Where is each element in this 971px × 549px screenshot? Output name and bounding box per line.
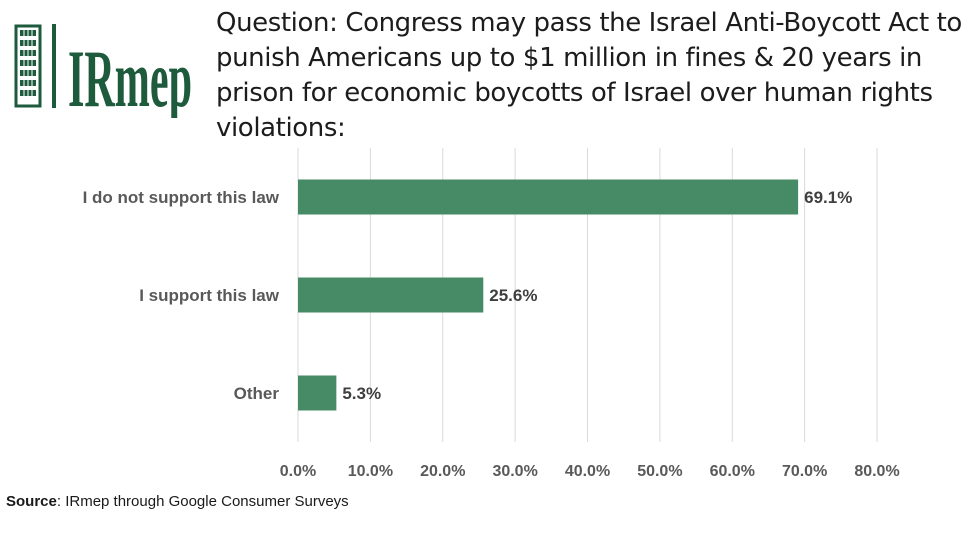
x-tick-label: 10.0%: [348, 463, 393, 480]
x-tick-label: 40.0%: [565, 463, 610, 480]
irmep-logo: IRmep: [14, 24, 192, 118]
question-label: Question: [216, 8, 330, 38]
x-tick-label: 0.0%: [280, 463, 316, 480]
logo-text: IRmep: [68, 33, 192, 118]
x-tick-label: 60.0%: [710, 463, 755, 480]
chart-title: Question: Congress may pass the Israel A…: [216, 6, 964, 146]
bar: [298, 375, 337, 411]
source-note: Source: IRmep through Google Consumer Su…: [6, 493, 349, 510]
bar: [298, 277, 484, 313]
chart-bars: [298, 179, 799, 411]
x-tick-label: 50.0%: [637, 463, 682, 480]
question-text: : Congress may pass the Israel Anti-Boyc…: [216, 8, 962, 143]
category-label: I support this law: [139, 286, 280, 305]
bar: [298, 179, 799, 215]
value-labels: 69.1% 25.6% 5.3%: [342, 188, 852, 403]
category-label: I do not support this law: [83, 188, 280, 207]
source-label: Source: [6, 493, 57, 510]
source-text: : IRmep through Google Consumer Surveys: [56, 493, 349, 510]
category-label: Other: [234, 384, 280, 403]
x-tick-label: 80.0%: [854, 463, 899, 480]
value-label: 25.6%: [489, 286, 537, 305]
category-labels: I do not support this law I support this …: [83, 188, 280, 403]
value-label: 5.3%: [342, 384, 381, 403]
x-tick-label: 20.0%: [420, 463, 465, 480]
x-tick-label: 30.0%: [492, 463, 537, 480]
logo-building-icon: [14, 24, 42, 108]
value-label: 69.1%: [804, 188, 852, 207]
x-axis-tick-labels: 0.0% 10.0% 20.0% 30.0% 40.0% 50.0% 60.0% 70.0% 8…: [280, 463, 900, 480]
x-tick-label: 70.0%: [782, 463, 827, 480]
logo-divider: [52, 24, 56, 108]
